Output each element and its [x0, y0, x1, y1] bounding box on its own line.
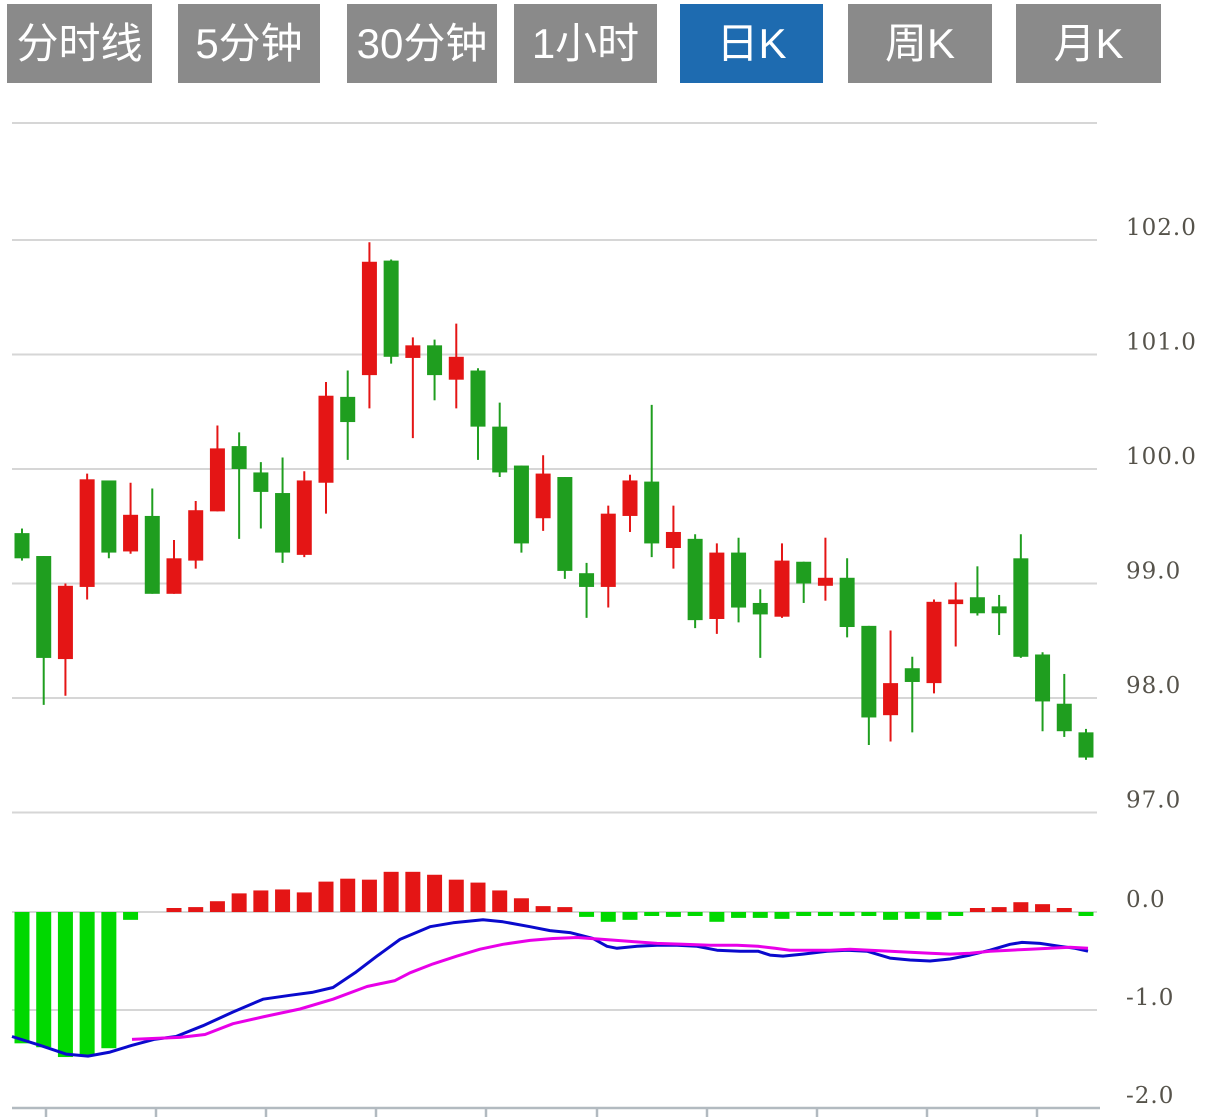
svg-text:97.0: 97.0 [1126, 788, 1181, 814]
candle-2 [36, 556, 52, 658]
svg-text:102.0: 102.0 [1126, 215, 1197, 241]
dif-line [11, 918, 1089, 1058]
candle-7 [144, 515, 160, 594]
price-gridlines [12, 122, 1097, 814]
candle-37 [796, 561, 812, 584]
svg-text:101.0: 101.0 [1126, 330, 1197, 356]
candle-42 [904, 668, 920, 682]
candle-6 [123, 514, 139, 552]
candles-layer [14, 242, 1094, 760]
candle-46 [991, 606, 1007, 614]
candle-15 [318, 395, 334, 483]
candle-23 [492, 426, 508, 473]
candle-3 [57, 585, 73, 660]
tab-weekly[interactable]: 周K [848, 4, 992, 83]
candle-39 [839, 577, 855, 628]
candle-31 [665, 531, 681, 549]
candle-1 [14, 533, 30, 559]
candle-41 [883, 683, 899, 716]
candle-40 [861, 625, 877, 718]
candle-49 [1056, 703, 1072, 732]
svg-text:-1.0: -1.0 [1126, 985, 1174, 1011]
candle-16 [340, 396, 356, 423]
candle-13 [275, 493, 291, 553]
candle-11 [231, 446, 247, 469]
dea-line [131, 936, 1089, 1041]
candle-26 [557, 477, 573, 571]
price-axis-labels: 102.0 101.0 100.0 99.0 98.0 97.0 [1126, 215, 1197, 814]
candle-28 [600, 513, 616, 587]
candle-35 [752, 602, 768, 615]
candle-22 [470, 370, 486, 427]
candle-25 [535, 473, 551, 519]
candle-44 [948, 599, 964, 605]
candle-18 [383, 260, 399, 357]
svg-text:99.0: 99.0 [1126, 559, 1181, 585]
svg-text:0.0: 0.0 [1126, 887, 1166, 913]
candle-9 [188, 510, 204, 561]
candle-33 [709, 552, 725, 619]
tab-1hour[interactable]: 1小时 [514, 4, 657, 83]
svg-text:-2.0: -2.0 [1126, 1083, 1174, 1109]
svg-text:98.0: 98.0 [1126, 673, 1181, 699]
candle-48 [1035, 654, 1051, 702]
candle-38 [817, 577, 833, 586]
candle-19 [405, 345, 421, 358]
candle-34 [731, 552, 747, 608]
candle-32 [687, 538, 703, 621]
candle-5 [101, 480, 117, 553]
candle-21 [448, 356, 464, 380]
tab-5min[interactable]: 5分钟 [178, 4, 320, 83]
candle-50 [1078, 732, 1094, 758]
x-axis [12, 1106, 1100, 1117]
macd-histogram [14, 871, 1094, 1058]
candle-30 [644, 481, 660, 544]
tab-30min[interactable]: 30分钟 [347, 4, 497, 83]
candle-27 [579, 573, 595, 587]
tab-monthly[interactable]: 月K [1016, 4, 1161, 83]
candle-14 [296, 480, 312, 555]
candle-12 [253, 472, 269, 492]
candle-29 [622, 480, 638, 516]
tab-daily[interactable]: 日K [680, 4, 823, 83]
candle-20 [427, 345, 443, 376]
candle-43 [926, 601, 942, 684]
svg-text:100.0: 100.0 [1126, 444, 1197, 470]
candle-24 [513, 465, 529, 544]
candle-45 [969, 597, 985, 614]
candle-8 [166, 558, 182, 594]
candle-47 [1013, 558, 1029, 657]
candle-17 [361, 261, 377, 376]
candle-4 [79, 479, 95, 587]
interval-tab-bar: 分时线 5分钟 30分钟 1小时 日K 周K 月K [0, 0, 1207, 95]
tab-timeline[interactable]: 分时线 [7, 4, 152, 83]
candle-36 [774, 560, 790, 617]
candle-10 [209, 448, 225, 512]
indicator-axis-labels: 0.0 -1.0 -2.0 [1126, 887, 1174, 1109]
